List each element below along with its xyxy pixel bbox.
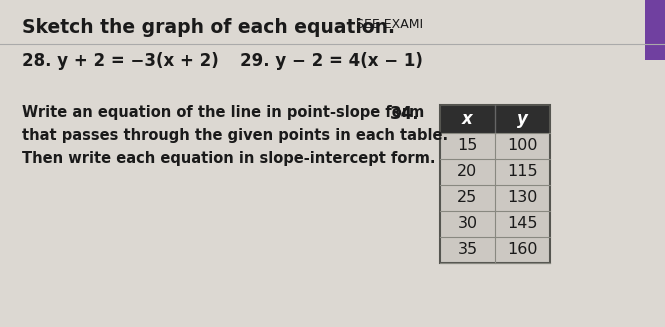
Text: 115: 115 [507, 164, 538, 180]
Text: 30: 30 [458, 216, 477, 232]
Bar [440, 159, 550, 185]
Text: x: x [462, 110, 473, 128]
Text: Sketch the graph of each equation.: Sketch the graph of each equation. [22, 18, 395, 37]
Text: 28. y + 2 = −3(x + 2): 28. y + 2 = −3(x + 2) [22, 52, 219, 70]
Text: 25: 25 [458, 191, 477, 205]
Bar [440, 211, 550, 237]
Text: 160: 160 [507, 243, 538, 257]
Bar [440, 237, 550, 263]
Text: 35: 35 [458, 243, 477, 257]
Text: Write an equation of the line in point-slope form: Write an equation of the line in point-s… [22, 105, 424, 120]
Bar [645, 0, 665, 60]
Bar [440, 105, 550, 133]
Bar [440, 185, 550, 211]
Text: 29. y − 2 = 4(x − 1): 29. y − 2 = 4(x − 1) [240, 52, 423, 70]
Text: 15: 15 [458, 139, 477, 153]
Text: y: y [517, 110, 528, 128]
Text: 34.: 34. [390, 105, 420, 123]
Text: Then write each equation in slope-intercept form.: Then write each equation in slope-interc… [22, 151, 436, 166]
Text: 20: 20 [458, 164, 477, 180]
Text: that passes through the given points in each table.: that passes through the given points in … [22, 128, 448, 143]
Text: 130: 130 [507, 191, 538, 205]
Bar [440, 133, 550, 159]
Bar [440, 105, 550, 263]
Text: 145: 145 [507, 216, 538, 232]
Text: 100: 100 [507, 139, 538, 153]
Text: SEE EXAMI: SEE EXAMI [352, 18, 423, 31]
